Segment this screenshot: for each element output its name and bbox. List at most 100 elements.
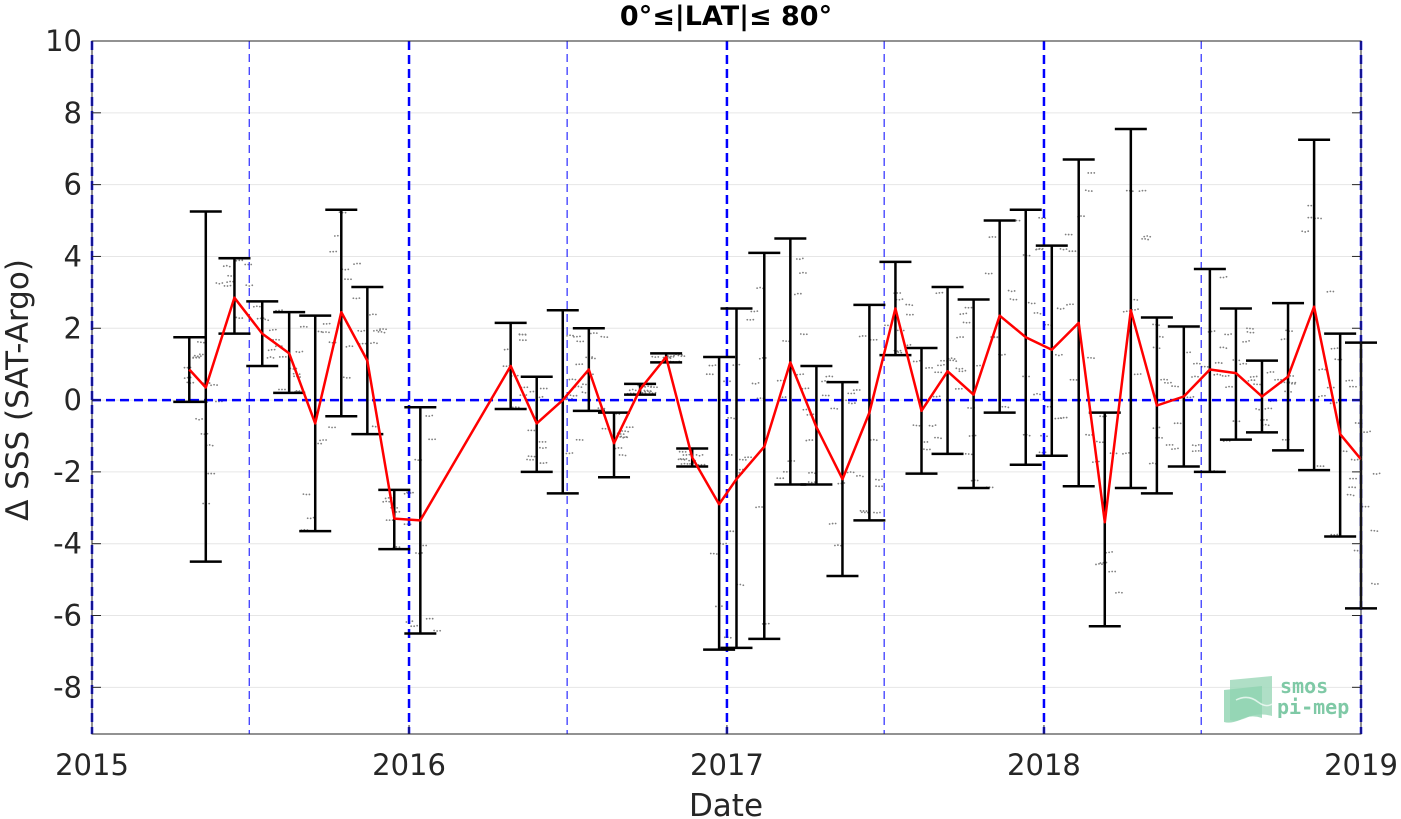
scatter-point bbox=[1018, 219, 1021, 222]
scatter-point bbox=[1194, 375, 1196, 378]
scatter-point bbox=[375, 313, 377, 316]
scatter-point bbox=[621, 454, 624, 456]
scatter-point bbox=[606, 336, 609, 339]
scatter-point bbox=[1101, 563, 1103, 566]
scatter-point bbox=[758, 505, 760, 508]
scatter-point bbox=[1062, 248, 1065, 251]
scatter-point bbox=[516, 374, 519, 377]
scatter-point bbox=[439, 629, 442, 632]
scatter-point bbox=[545, 446, 547, 449]
scatter-point bbox=[1136, 299, 1139, 301]
scatter-point bbox=[541, 441, 544, 443]
scatter-point bbox=[1351, 486, 1354, 489]
scatter-point bbox=[1173, 422, 1176, 425]
scatter-point bbox=[1281, 438, 1284, 441]
scatter-point bbox=[798, 258, 801, 261]
scatter-point bbox=[1199, 362, 1201, 365]
scatter-point bbox=[962, 321, 965, 324]
scatter-point bbox=[1174, 447, 1176, 450]
scatter-point bbox=[906, 313, 908, 316]
scatter-point bbox=[931, 425, 934, 427]
scatter-point bbox=[1252, 331, 1255, 334]
scatter-point bbox=[1115, 591, 1117, 594]
scatter-point bbox=[1355, 477, 1357, 480]
scatter-point bbox=[1163, 378, 1166, 381]
scatter-point bbox=[834, 522, 837, 525]
scatter-point bbox=[334, 426, 336, 429]
scatter-point bbox=[216, 384, 218, 386]
scatter-point bbox=[825, 375, 828, 378]
scatter-point bbox=[338, 211, 341, 214]
scatter-point bbox=[271, 329, 274, 331]
scatter-point bbox=[739, 583, 742, 586]
scatter-point bbox=[1376, 530, 1379, 533]
scatter-point bbox=[672, 355, 675, 358]
mean-line bbox=[188, 296, 1362, 524]
scatter-point bbox=[1348, 379, 1351, 382]
scatter-point bbox=[976, 479, 979, 482]
scatter-point bbox=[264, 318, 267, 321]
y-tick-label: 6 bbox=[64, 168, 82, 202]
scatter-point bbox=[347, 278, 349, 281]
scatter-point bbox=[207, 472, 210, 475]
scatter-point bbox=[1332, 386, 1335, 389]
scatter-point bbox=[235, 259, 238, 262]
scatter-point bbox=[1033, 302, 1036, 305]
scatter-point bbox=[580, 386, 583, 389]
smos-pi-mep-logo: smos pi-mep bbox=[1224, 674, 1349, 723]
scatter-point bbox=[991, 486, 994, 489]
scatter-point bbox=[1349, 477, 1351, 480]
scatter-point bbox=[415, 552, 417, 554]
scatter-point bbox=[954, 388, 957, 390]
scatter-point bbox=[824, 379, 826, 382]
scatter-point bbox=[793, 293, 796, 296]
scatter-point bbox=[202, 341, 205, 344]
scatter-point bbox=[1158, 324, 1160, 327]
scatter-point bbox=[938, 395, 941, 398]
scatter-point bbox=[317, 330, 320, 333]
scatter-point bbox=[926, 448, 928, 451]
scatter-point bbox=[806, 414, 809, 416]
scatter-point bbox=[688, 459, 691, 462]
scatter-point bbox=[1189, 351, 1192, 354]
scatter-point bbox=[353, 263, 355, 266]
scatter-point bbox=[811, 471, 813, 474]
scatter-point bbox=[961, 370, 964, 373]
scatter-point bbox=[970, 407, 972, 410]
scatter-point bbox=[1232, 420, 1235, 422]
scatter-point bbox=[680, 463, 683, 465]
scatter-point bbox=[1216, 373, 1219, 376]
scatter-point bbox=[1065, 416, 1068, 419]
scatter-point bbox=[1054, 417, 1057, 420]
scatter-point bbox=[413, 625, 416, 628]
scatter-point bbox=[1318, 368, 1321, 371]
scatter-point bbox=[1301, 230, 1304, 233]
scatter-point bbox=[369, 314, 371, 316]
scatter-point bbox=[940, 364, 942, 367]
scatter-point bbox=[1136, 373, 1139, 376]
scatter-point bbox=[568, 378, 571, 381]
scatter-point bbox=[756, 310, 759, 313]
scatter-point bbox=[967, 306, 970, 309]
scatter-point bbox=[1191, 444, 1194, 447]
scatter-point bbox=[347, 268, 350, 271]
scatter-point bbox=[1176, 422, 1179, 425]
scatter-point bbox=[1317, 217, 1319, 220]
scatter-point bbox=[756, 287, 759, 290]
scatter-point bbox=[1221, 374, 1224, 377]
scatter-point bbox=[782, 477, 785, 480]
scatter-point bbox=[799, 272, 801, 275]
scatter-point bbox=[572, 394, 575, 397]
scatter-point bbox=[1125, 452, 1127, 455]
scatter-point bbox=[1001, 405, 1004, 408]
scatter-point bbox=[1161, 336, 1164, 338]
scatter-point bbox=[1316, 465, 1319, 467]
scatter-point bbox=[1352, 477, 1354, 480]
scatter-point bbox=[878, 485, 880, 488]
scatter-point bbox=[1225, 386, 1227, 389]
scatter-point bbox=[1269, 371, 1272, 373]
scatter-point bbox=[385, 328, 387, 331]
scatter-point bbox=[1291, 330, 1293, 333]
scatter-point bbox=[523, 386, 526, 389]
scatter-point bbox=[1292, 375, 1295, 377]
